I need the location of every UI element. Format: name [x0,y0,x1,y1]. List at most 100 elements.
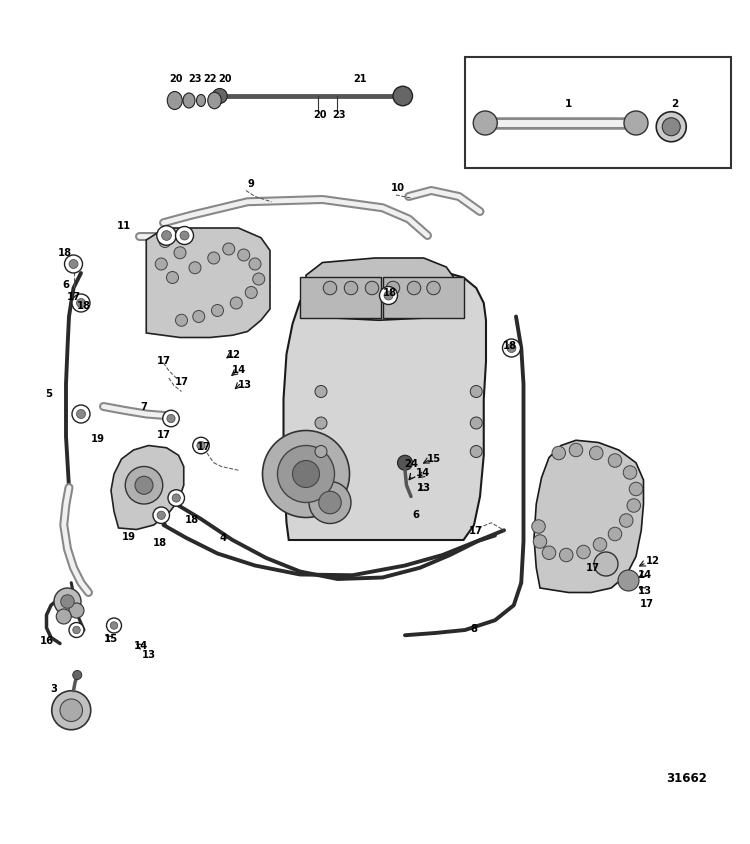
Text: 12: 12 [646,555,659,565]
Circle shape [507,344,516,353]
Circle shape [174,247,186,259]
Circle shape [223,244,235,256]
Circle shape [193,311,205,323]
Circle shape [176,227,194,246]
Text: 20: 20 [218,74,232,84]
Bar [382,278,464,319]
Circle shape [315,446,327,458]
Circle shape [69,603,84,619]
Circle shape [627,499,640,512]
Circle shape [608,528,622,541]
Polygon shape [306,259,456,321]
Text: 13: 13 [417,482,430,492]
Text: 3: 3 [50,683,58,693]
Polygon shape [111,446,184,530]
Circle shape [533,535,547,549]
Text: 4: 4 [220,533,227,543]
Text: 14: 14 [638,570,652,580]
Circle shape [380,287,398,306]
Text: 15: 15 [104,633,118,643]
Circle shape [110,622,118,630]
Text: 5: 5 [45,388,53,398]
Text: 20: 20 [313,110,326,120]
Circle shape [166,272,178,284]
Polygon shape [146,229,270,338]
Circle shape [54,588,81,615]
Circle shape [73,626,80,634]
Text: 14: 14 [416,468,430,478]
Text: 17: 17 [157,429,170,439]
Text: 9: 9 [248,179,255,189]
Circle shape [365,282,379,295]
Text: 23: 23 [188,74,202,84]
Text: 18: 18 [77,301,91,311]
Circle shape [106,619,122,633]
Circle shape [278,446,334,503]
Circle shape [153,507,170,524]
Circle shape [208,252,220,265]
Circle shape [393,87,412,106]
Circle shape [470,418,482,430]
Circle shape [172,495,180,502]
Text: 6: 6 [413,510,420,520]
Circle shape [60,699,82,722]
Circle shape [166,415,175,423]
Text: 20: 20 [170,74,183,84]
Circle shape [73,671,82,679]
Circle shape [159,236,171,248]
Text: 19: 19 [122,531,136,541]
Circle shape [470,386,482,398]
Circle shape [64,256,82,273]
Circle shape [193,438,209,454]
Bar [300,278,381,319]
Circle shape [69,623,84,638]
Text: 18: 18 [185,514,199,524]
Text: 18: 18 [58,247,72,257]
Text: 6: 6 [62,280,70,289]
Circle shape [76,410,86,419]
Circle shape [238,250,250,262]
Text: 17: 17 [197,441,211,451]
Circle shape [212,89,227,105]
Text: 14: 14 [134,641,148,650]
Circle shape [569,444,583,457]
Text: 18: 18 [383,288,397,297]
Circle shape [72,295,90,312]
Text: 24: 24 [404,458,418,468]
Text: 22: 22 [203,74,217,84]
Circle shape [245,287,257,299]
Circle shape [532,520,545,533]
Circle shape [503,339,520,358]
Circle shape [230,298,242,310]
Circle shape [473,112,497,136]
Circle shape [158,511,165,520]
Text: 17: 17 [586,562,599,572]
Ellipse shape [183,94,195,109]
Circle shape [315,386,327,398]
Circle shape [384,292,393,300]
Circle shape [590,446,603,460]
Circle shape [157,226,176,246]
Text: 13: 13 [638,585,652,595]
Circle shape [135,477,153,495]
Circle shape [560,549,573,562]
Circle shape [76,299,86,308]
Ellipse shape [208,93,221,110]
Text: 15: 15 [427,453,440,463]
Circle shape [386,282,400,295]
Circle shape [398,456,412,471]
Text: 18: 18 [503,341,517,350]
Circle shape [319,492,341,514]
Text: 17: 17 [67,291,80,301]
Circle shape [176,315,188,327]
Text: 18: 18 [153,537,166,547]
Text: 12: 12 [227,349,241,360]
Text: 17: 17 [157,355,170,365]
Circle shape [608,454,622,468]
Circle shape [72,405,90,424]
Circle shape [56,609,71,625]
Circle shape [542,546,556,560]
Text: 17: 17 [640,598,653,609]
Circle shape [407,282,421,295]
Circle shape [69,260,78,269]
